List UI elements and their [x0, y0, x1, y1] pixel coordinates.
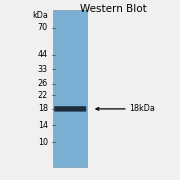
Text: 33: 33 [38, 65, 48, 74]
Text: 22: 22 [37, 91, 48, 100]
Text: 14: 14 [38, 121, 48, 130]
Text: kDa: kDa [32, 11, 48, 20]
Text: Western Blot: Western Blot [80, 4, 147, 15]
Text: 10: 10 [38, 138, 48, 147]
Text: 70: 70 [38, 23, 48, 32]
Text: 44: 44 [38, 50, 48, 59]
Text: 26: 26 [38, 79, 48, 88]
Bar [53, 10, 87, 167]
Text: 18: 18 [38, 104, 48, 113]
Text: 18kDa: 18kDa [130, 104, 156, 113]
FancyBboxPatch shape [54, 106, 86, 112]
